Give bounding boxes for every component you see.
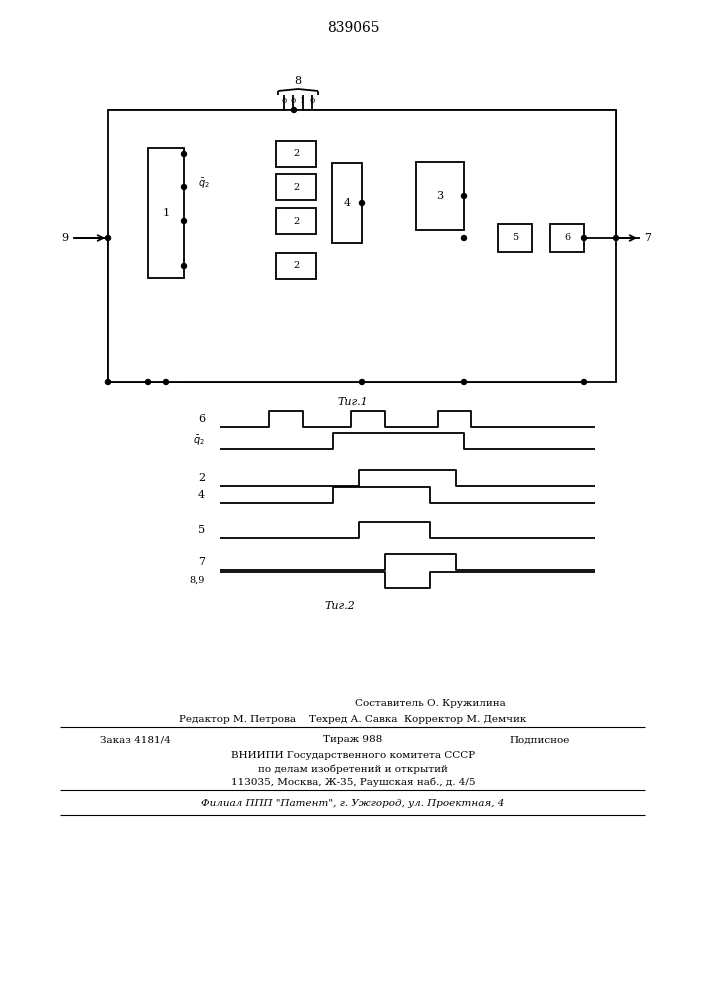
Text: $\bar{q}_2$: $\bar{q}_2$ (193, 434, 205, 448)
Circle shape (105, 235, 110, 240)
Text: 4: 4 (344, 198, 351, 208)
Text: ВНИИПИ Государственного комитета СССР: ВНИИПИ Государственного комитета СССР (231, 752, 475, 760)
Text: Тираж 988: Тираж 988 (323, 736, 382, 744)
Text: 8,9: 8,9 (189, 576, 205, 584)
Text: Τиг.1: Τиг.1 (338, 397, 368, 407)
Bar (276, 141, 316, 167)
Circle shape (182, 151, 187, 156)
Text: по делам изобретений и открытий: по делам изобретений и открытий (258, 764, 448, 774)
Text: 2: 2 (293, 261, 299, 270)
Text: Τиг.2: Τиг.2 (325, 601, 356, 611)
Bar (148, 148, 184, 278)
Text: 2: 2 (293, 182, 299, 192)
Circle shape (182, 184, 187, 190)
Text: 113035, Москва, Ж-35, Раушская наб., д. 4/5: 113035, Москва, Ж-35, Раушская наб., д. … (230, 777, 475, 787)
Text: Подписное: Подписное (510, 736, 570, 744)
Text: 7: 7 (645, 233, 651, 243)
Circle shape (105, 379, 110, 384)
Text: 4: 4 (198, 490, 205, 500)
Text: 5: 5 (198, 525, 205, 535)
Text: 2: 2 (198, 473, 205, 483)
Circle shape (581, 379, 587, 384)
Bar (498, 224, 532, 252)
Bar (276, 174, 316, 200)
Text: $\bar{q}_2$: $\bar{q}_2$ (198, 177, 210, 191)
Text: 1: 1 (163, 208, 170, 218)
Text: Филиал ППП "Патент", г. Ужгород, ул. Проектная, 4: Филиал ППП "Патент", г. Ужгород, ул. Про… (201, 798, 505, 808)
Text: 0: 0 (291, 97, 296, 105)
Circle shape (359, 379, 365, 384)
Circle shape (182, 219, 187, 224)
Text: 2: 2 (293, 217, 299, 226)
Circle shape (462, 194, 467, 198)
Text: 6: 6 (564, 233, 570, 242)
Bar (416, 162, 464, 230)
Circle shape (614, 235, 619, 240)
Text: 3: 3 (436, 191, 443, 201)
Text: 0: 0 (310, 97, 315, 105)
Circle shape (291, 107, 296, 112)
Text: 0: 0 (281, 97, 286, 105)
Circle shape (359, 200, 365, 206)
Text: Заказ 4181/4: Заказ 4181/4 (100, 736, 170, 744)
Text: 7: 7 (198, 557, 205, 567)
Text: Редактор М. Петрова    Техред А. Савка  Корректор М. Демчик: Редактор М. Петрова Техред А. Савка Корр… (180, 714, 527, 724)
Bar (108, 110, 616, 382)
Circle shape (146, 379, 151, 384)
Bar (276, 208, 316, 234)
Circle shape (163, 379, 168, 384)
Text: 839065: 839065 (327, 21, 379, 35)
Text: Составитель О. Кружилина: Составитель О. Кружилина (355, 698, 506, 708)
Circle shape (581, 235, 587, 240)
Circle shape (182, 263, 187, 268)
Circle shape (462, 235, 467, 240)
Text: 5: 5 (512, 233, 518, 242)
Text: 9: 9 (62, 233, 69, 243)
Text: 8: 8 (294, 76, 302, 86)
Bar (276, 253, 316, 279)
Bar (332, 163, 362, 243)
Text: 2: 2 (293, 149, 299, 158)
Circle shape (462, 379, 467, 384)
Text: 1: 1 (300, 97, 305, 105)
Text: 6: 6 (198, 414, 205, 424)
Bar (550, 224, 584, 252)
